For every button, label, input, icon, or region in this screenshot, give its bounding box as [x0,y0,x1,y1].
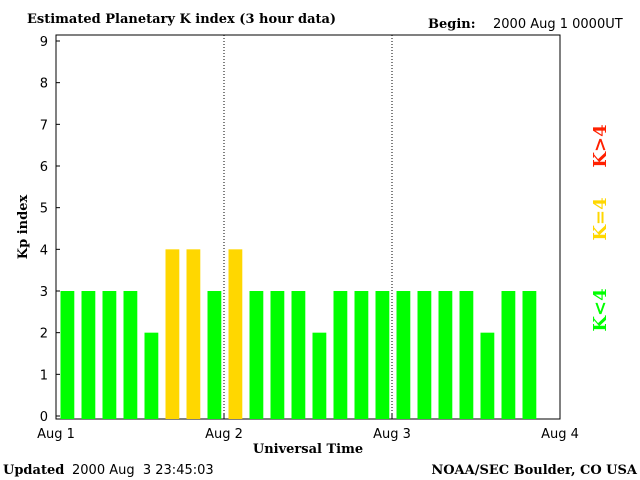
x-tick-label: Aug 2 [205,427,243,442]
y-tick-label: 1 [40,368,48,383]
y-tick-label: 6 [40,160,48,175]
kp-bar [459,291,474,419]
updated-label: Updated [3,463,64,478]
kp-bar [333,291,348,419]
y-tick-label: 3 [40,285,48,300]
legend-equal: K=4 [590,197,611,240]
bar-series [60,249,537,419]
legend-low: K<4 [590,288,611,331]
kp-bar [186,249,201,419]
y-tick-label: 0 [40,410,48,425]
begin-value: 2000 Aug 1 0000UT [493,17,623,32]
updated-value: 2000 Aug 3 23:45:03 [72,463,214,478]
kp-bar [60,291,75,419]
x-tick-label: Aug 1 [37,427,75,442]
y-tick-label: 5 [40,202,48,217]
x-tick-label: Aug 4 [541,427,579,442]
x-axis-label: Universal Time [253,442,363,457]
kp-bar [102,291,117,419]
y-tick-label: 9 [40,35,48,50]
kp-bar [375,291,390,419]
kp-bar [522,291,537,419]
kp-bar [123,291,138,419]
y-axis-label: Kp index [16,195,31,260]
day-separators [223,35,393,419]
credit-text: NOAA/SEC Boulder, CO USA [431,463,638,478]
y-tick-label: 2 [40,327,48,342]
y-tick-label: 4 [40,243,48,258]
kp-bar [354,291,369,419]
kp-bar [81,291,96,419]
chart-title: Estimated Planetary K index (3 hour data… [27,12,336,27]
kp-bar [228,249,243,419]
kp-bar [501,291,516,419]
x-axis-ticks: Aug 1 Aug 2 Aug 3 Aug 4 [37,414,579,442]
kp-bar [396,291,411,419]
kp-bar [480,332,495,419]
kp-bar [312,332,327,419]
kp-bar [165,249,180,419]
legend-high: K>4 [590,124,611,167]
y-tick-label: 7 [40,118,48,133]
kp-bar [291,291,306,419]
kp-bar [417,291,432,419]
kp-bar [207,291,222,419]
kp-bar [438,291,453,419]
kp-bar [144,332,159,419]
y-axis-ticks: 0 1 2 3 4 5 6 7 8 9 [40,35,60,425]
x-tick-label: Aug 3 [373,427,411,442]
kp-bar [270,291,285,419]
kp-bar [249,291,264,419]
begin-label: Begin: [428,17,476,32]
y-tick-label: 8 [40,77,48,92]
plot-frame [55,34,561,420]
